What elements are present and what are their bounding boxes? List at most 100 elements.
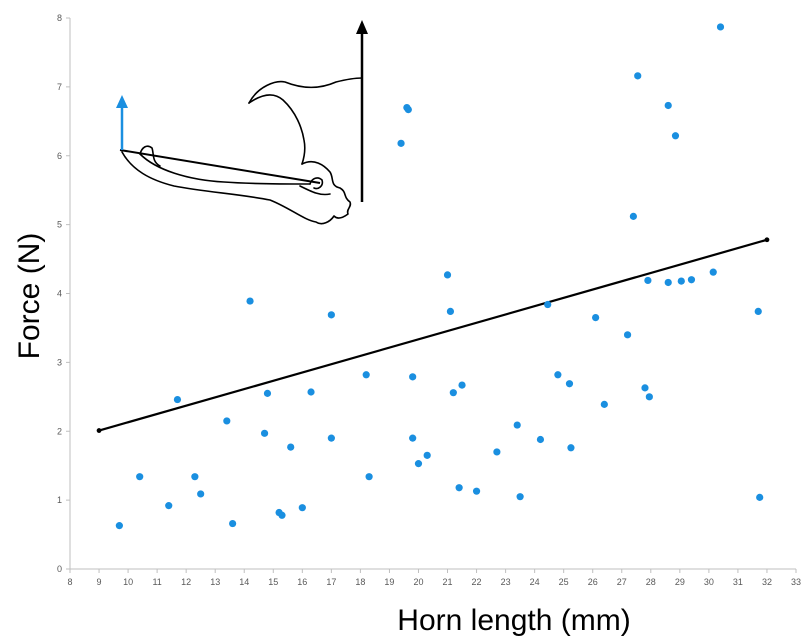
data-point (287, 443, 295, 451)
data-point (567, 444, 575, 452)
data-point (362, 371, 370, 379)
x-tick-label: 28 (646, 577, 656, 587)
data-point (443, 271, 452, 279)
x-tick-label: 30 (704, 577, 714, 587)
jaw-sketch-illustration (121, 77, 363, 225)
data-point (165, 502, 173, 510)
x-tick-label: 9 (97, 577, 102, 587)
data-point (423, 451, 431, 459)
data-point (644, 276, 652, 285)
data-point (115, 522, 123, 530)
data-point (664, 101, 672, 110)
data-point (263, 389, 272, 397)
data-point (634, 72, 642, 80)
trendline-end-marker (764, 237, 770, 243)
x-tick-label: 16 (297, 577, 307, 587)
data-point (298, 504, 306, 512)
x-tick-label: 13 (210, 577, 220, 587)
x-tick-label: 10 (123, 577, 133, 587)
data-point (641, 384, 649, 392)
x-tick-label: 19 (384, 577, 394, 587)
data-point (709, 268, 717, 276)
data-points (115, 23, 764, 530)
data-point (554, 371, 562, 379)
data-point (716, 23, 725, 31)
data-point (565, 380, 574, 388)
data-point (623, 331, 632, 339)
data-point (397, 139, 405, 147)
x-tick-label: 25 (559, 577, 569, 587)
data-point (278, 511, 286, 519)
data-point (493, 448, 501, 456)
data-point (455, 484, 463, 492)
data-point (197, 490, 205, 498)
x-tick-label: 12 (181, 577, 191, 587)
data-point (191, 473, 199, 481)
data-point (446, 307, 455, 316)
data-point (173, 395, 182, 404)
x-tick-label: 18 (355, 577, 365, 587)
x-tick-label: 22 (472, 577, 482, 587)
data-point (687, 276, 696, 284)
data-point (246, 297, 254, 305)
x-tick-label: 20 (413, 577, 423, 587)
data-point (327, 434, 335, 442)
data-point (327, 311, 335, 319)
data-point (365, 473, 373, 481)
data-point (516, 493, 524, 501)
data-point (677, 277, 685, 285)
y-tick-label: 7 (57, 82, 62, 92)
y-tick-label: 1 (57, 495, 62, 505)
x-tick-label: 11 (152, 577, 161, 587)
data-point (260, 429, 269, 437)
data-point (136, 473, 144, 481)
x-tick-label: 26 (588, 577, 598, 587)
x-tick-label: 15 (268, 577, 278, 587)
y-tick-label: 5 (57, 220, 62, 230)
y-tick-label: 3 (57, 357, 62, 367)
x-axis-ticks: 8 9 10 11 12 13 14 15 16 17 18 19 20 21 22 23 24 25 26 27 28… (67, 569, 801, 587)
trendline-group (96, 237, 770, 433)
x-tick-label: 17 (326, 577, 336, 587)
x-axis-title: Horn length (mm) (397, 604, 630, 637)
x-tick-label: 21 (443, 577, 453, 587)
x-tick-label: 27 (617, 577, 627, 587)
y-tick-label: 6 (57, 151, 62, 161)
data-point (307, 388, 315, 396)
data-point (664, 278, 672, 287)
y-tick-label: 4 (57, 289, 62, 299)
data-point (671, 132, 680, 140)
data-point (404, 106, 412, 114)
trendline (98, 238, 768, 432)
data-point (756, 493, 764, 501)
data-point (449, 389, 457, 397)
data-point (223, 417, 231, 425)
y-tick-label: 8 (57, 13, 62, 23)
y-axis-ticks: 0 1 2 3 4 5 6 7 8 (57, 13, 70, 574)
data-point (472, 487, 481, 495)
muscle-force-arrowhead (356, 20, 368, 34)
data-point (544, 300, 552, 309)
data-point (754, 307, 762, 316)
bite-force-arrowhead (116, 95, 128, 108)
y-axis-title: Force (N) (13, 233, 46, 360)
y-tick-label: 0 (57, 564, 62, 574)
data-point (414, 460, 423, 468)
jaw-lever-line (119, 149, 321, 184)
data-point (409, 373, 417, 381)
y-tick-label: 2 (57, 426, 62, 436)
x-tick-label: 32 (762, 577, 772, 587)
data-point (458, 381, 466, 389)
x-tick-label: 8 (67, 577, 72, 587)
x-tick-label: 24 (530, 577, 540, 587)
trendline-end-marker (96, 428, 102, 433)
x-tick-label: 33 (791, 577, 801, 587)
data-point (536, 435, 545, 444)
data-point (629, 212, 637, 220)
x-tick-label: 31 (733, 577, 743, 587)
data-point (513, 421, 521, 429)
data-point (409, 434, 417, 442)
x-tick-label: 14 (239, 577, 249, 587)
data-point (229, 519, 237, 528)
